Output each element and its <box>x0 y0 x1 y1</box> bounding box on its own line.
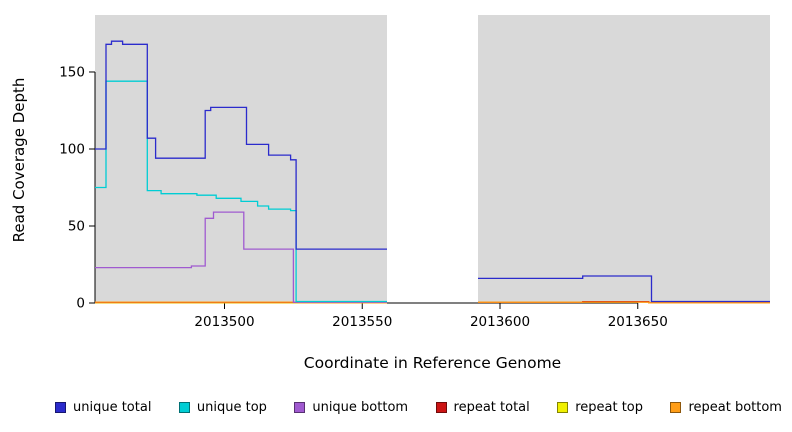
unique-bottom-swatch-icon <box>294 402 306 413</box>
repeat-total-swatch-icon <box>435 402 447 413</box>
x-axis-title: Coordinate in Reference Genome <box>303 354 562 372</box>
svg-text:150: 150 <box>59 64 85 80</box>
legend-item-unique-top: unique top <box>178 400 267 415</box>
repeat-top-swatch-icon <box>557 402 569 413</box>
legend-label-unique-bottom: unique bottom <box>312 400 409 415</box>
legend-item-repeat-top: repeat top <box>557 400 643 415</box>
svg-text:0: 0 <box>76 296 85 312</box>
legend-label-unique-top: unique top <box>196 400 267 415</box>
legend-item-unique-bottom: unique bottom <box>294 400 408 415</box>
legend-item-repeat-total: repeat total <box>435 400 530 415</box>
svg-text:2013650: 2013650 <box>608 314 668 330</box>
legend-label-repeat-top: repeat top <box>575 400 643 415</box>
unique-total-swatch-icon <box>55 402 66 413</box>
legend-label-repeat-bottom: repeat bottom <box>688 400 782 415</box>
svg-text:100: 100 <box>59 141 85 157</box>
y-axis-title: Read Coverage Depth <box>10 77 28 243</box>
coverage-plot-canvas: 2013500 2013550 2013600 2013650 0 50 100 150 <box>59 15 770 330</box>
repeat-bottom-swatch-icon <box>670 402 682 413</box>
svg-text:50: 50 <box>68 218 85 234</box>
svg-text:2013550: 2013550 <box>332 314 392 330</box>
svg-text:2013500: 2013500 <box>194 314 254 330</box>
legend-item-unique-total: unique total <box>55 400 151 415</box>
legend-label-unique-total: unique total <box>73 400 152 415</box>
svg-text:2013600: 2013600 <box>470 314 530 330</box>
legend: unique total unique top unique bottom re… <box>55 400 782 415</box>
legend-label-repeat-total: repeat total <box>453 400 530 415</box>
legend-item-repeat-bottom: repeat bottom <box>670 400 782 415</box>
unique-top-swatch-icon <box>178 402 190 413</box>
